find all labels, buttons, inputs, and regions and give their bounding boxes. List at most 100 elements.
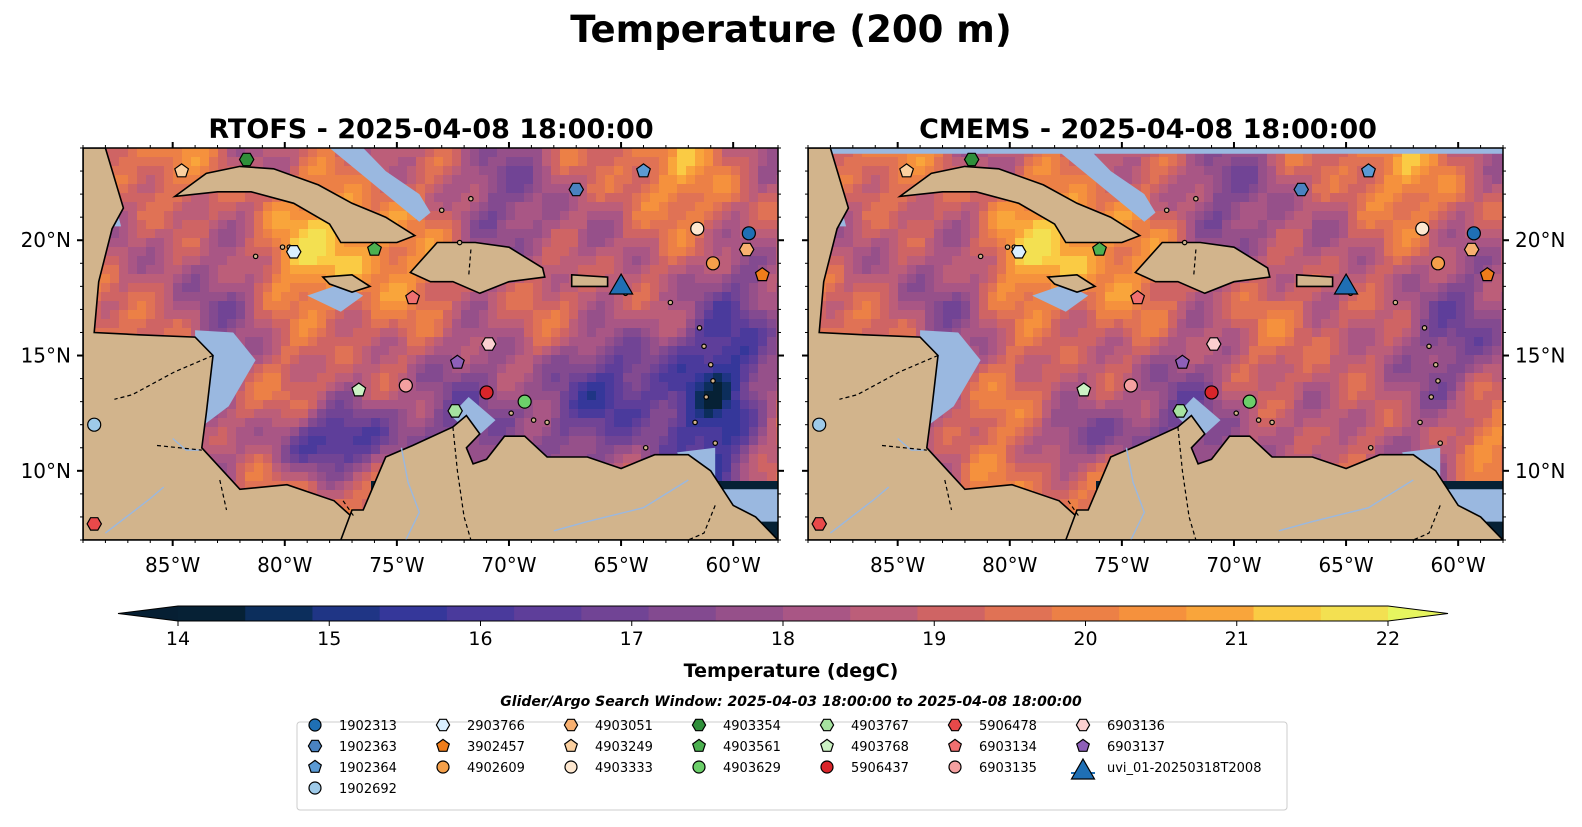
cmems-marker-4903249	[899, 163, 915, 178]
legend-item: 5906437	[820, 760, 909, 776]
legend-marker-4903768	[819, 738, 835, 752]
legend-marker-4903561	[691, 738, 707, 752]
rtofs-lon-tick-label: 70°W	[481, 553, 536, 577]
rtofs-rivers	[104, 437, 689, 540]
cmems-lat-tick-label: 15°N	[1515, 344, 1565, 368]
legend-marker-4903051	[563, 718, 579, 732]
rtofs-marker-5906437	[479, 385, 494, 400]
figure-title: Temperature (200 m)	[570, 8, 1012, 51]
cmems-land	[808, 148, 1503, 540]
legend-label: 4903249	[595, 740, 653, 755]
cmems-marker-uvi_01-20250318T2008	[1333, 272, 1359, 295]
cmems-marker-6903135	[1123, 378, 1138, 393]
rtofs-lat-tick-label: 10°N	[21, 459, 71, 483]
cmems-marker-4902609	[1430, 256, 1446, 271]
rtofs-marker-6903134	[405, 289, 421, 305]
rtofs-marker-5906478	[86, 517, 103, 531]
colorbar-segment	[514, 606, 582, 621]
colorbar: 14 15 16 17 18 19 20 21 22	[117, 605, 1449, 650]
rtofs-marker-6903137	[449, 354, 465, 369]
cmems-marker-4903768	[1076, 382, 1092, 397]
rtofs-marker-4903768	[351, 382, 367, 397]
legend-item: 1902313	[308, 718, 397, 734]
legend-marker-5906478	[947, 718, 963, 732]
legend-label: 1902364	[339, 761, 397, 776]
legend-item: 4903561	[691, 738, 781, 755]
cmems-map-frame	[807, 147, 1504, 541]
legend-label: 5906478	[979, 719, 1037, 734]
cmems-marker-4903629	[1242, 394, 1257, 409]
colorbar-tick-label: 15	[317, 628, 341, 650]
legend-marker-uvi_01-20250318T2008	[1070, 757, 1096, 780]
legend-marker-1902313	[308, 718, 322, 732]
colorbar-segment	[783, 606, 851, 621]
rtofs-marker-6903135	[398, 378, 413, 393]
rtofs-land	[83, 148, 778, 540]
rtofs-lon-tick-label: 80°W	[257, 553, 312, 577]
legend-label: 4903767	[851, 719, 909, 734]
legend-item: 4903333	[564, 760, 653, 776]
legend-label: 4903354	[723, 719, 781, 734]
colorbar-segment	[984, 606, 1053, 621]
cmems-lon-tick-label: 65°W	[1318, 553, 1373, 577]
legend-item: 4902609	[436, 760, 525, 776]
legend-item: uvi_01-20250318T2008	[1070, 757, 1261, 780]
legend-label: 3902457	[467, 740, 525, 755]
rtofs-marker-4903051	[738, 242, 755, 257]
colorbar-tick-label: 21	[1225, 628, 1249, 650]
colorbar-tick-label: 16	[468, 628, 492, 650]
colorbar-segment	[178, 606, 246, 621]
rtofs-marker-4903767	[447, 404, 463, 418]
rtofs-marker-1902364	[635, 163, 652, 178]
legend-item: 1902364	[307, 759, 397, 776]
rtofs-marker-4902609	[705, 256, 721, 271]
cmems-marker-1902313	[1466, 226, 1481, 241]
legend-item: 1902692	[308, 781, 397, 797]
colorbar-segment	[1186, 606, 1255, 621]
cmems-marker-2903766	[1010, 245, 1027, 259]
cmems-marker-4903333	[1415, 221, 1430, 236]
colorbar-tick-label: 14	[166, 628, 190, 650]
legend-marker-4902609	[436, 760, 450, 774]
legend-item: 6903135	[948, 760, 1037, 776]
legend-item: 2903766	[435, 718, 525, 734]
legend-label: uvi_01-20250318T2008	[1107, 761, 1261, 776]
cmems-marker-4903767	[1172, 404, 1188, 418]
rtofs-marker-4903561	[366, 241, 383, 256]
rtofs-map-frame	[82, 147, 779, 541]
legend-label: 1902692	[339, 782, 397, 797]
cmems-marker-4903051	[1463, 242, 1480, 257]
rtofs-marker-4903249	[174, 163, 190, 178]
cmems-lat-tick-label: 10°N	[1515, 459, 1565, 483]
colorbar-segment	[379, 606, 448, 621]
legend-item: 5906478	[947, 718, 1037, 734]
colorbar-segment	[1119, 606, 1187, 621]
colorbar-segment	[581, 606, 650, 621]
legend-marker-6903137	[1075, 738, 1091, 752]
cmems-map-panel: CMEMS - 2025-04-08 18:00:00 85°W 80°W 75°W…	[802, 114, 1565, 577]
rtofs-lat-tick-label: 20°N	[21, 228, 71, 252]
cmems-lon-tick-label: 70°W	[1206, 553, 1261, 577]
colorbar-segment	[312, 606, 381, 621]
rtofs-panel-title: RTOFS - 2025-04-08 18:00:00	[208, 114, 653, 145]
legend-label: 6903136	[1107, 719, 1165, 734]
legend-item: 4903629	[692, 760, 781, 776]
legend-marker-4903767	[819, 718, 835, 732]
legend-marker-1902364	[307, 759, 323, 773]
colorbar-extend-high	[1388, 606, 1448, 621]
rtofs-marker-1902313	[741, 226, 756, 241]
rtofs-marker-6903136	[480, 337, 497, 351]
colorbar-segment	[1320, 606, 1389, 621]
cmems-borders	[839, 249, 1441, 540]
search-window-text: Glider/Argo Search Window: 2025-04-03 18…	[500, 694, 1082, 710]
rtofs-lon-tick-label: 75°W	[369, 553, 424, 577]
cmems-marker-1902364	[1360, 163, 1377, 178]
colorbar-segment	[648, 606, 717, 621]
legend-marker-4903354	[691, 718, 707, 732]
colorbar-segment	[917, 606, 986, 621]
cmems-marker-1902363	[1293, 182, 1310, 197]
colorbar-segment	[850, 606, 919, 621]
legend: 1902313 1902363 1902364 1902692 2903766 39024…	[296, 718, 1288, 811]
rtofs-marker-1902692	[87, 417, 102, 432]
